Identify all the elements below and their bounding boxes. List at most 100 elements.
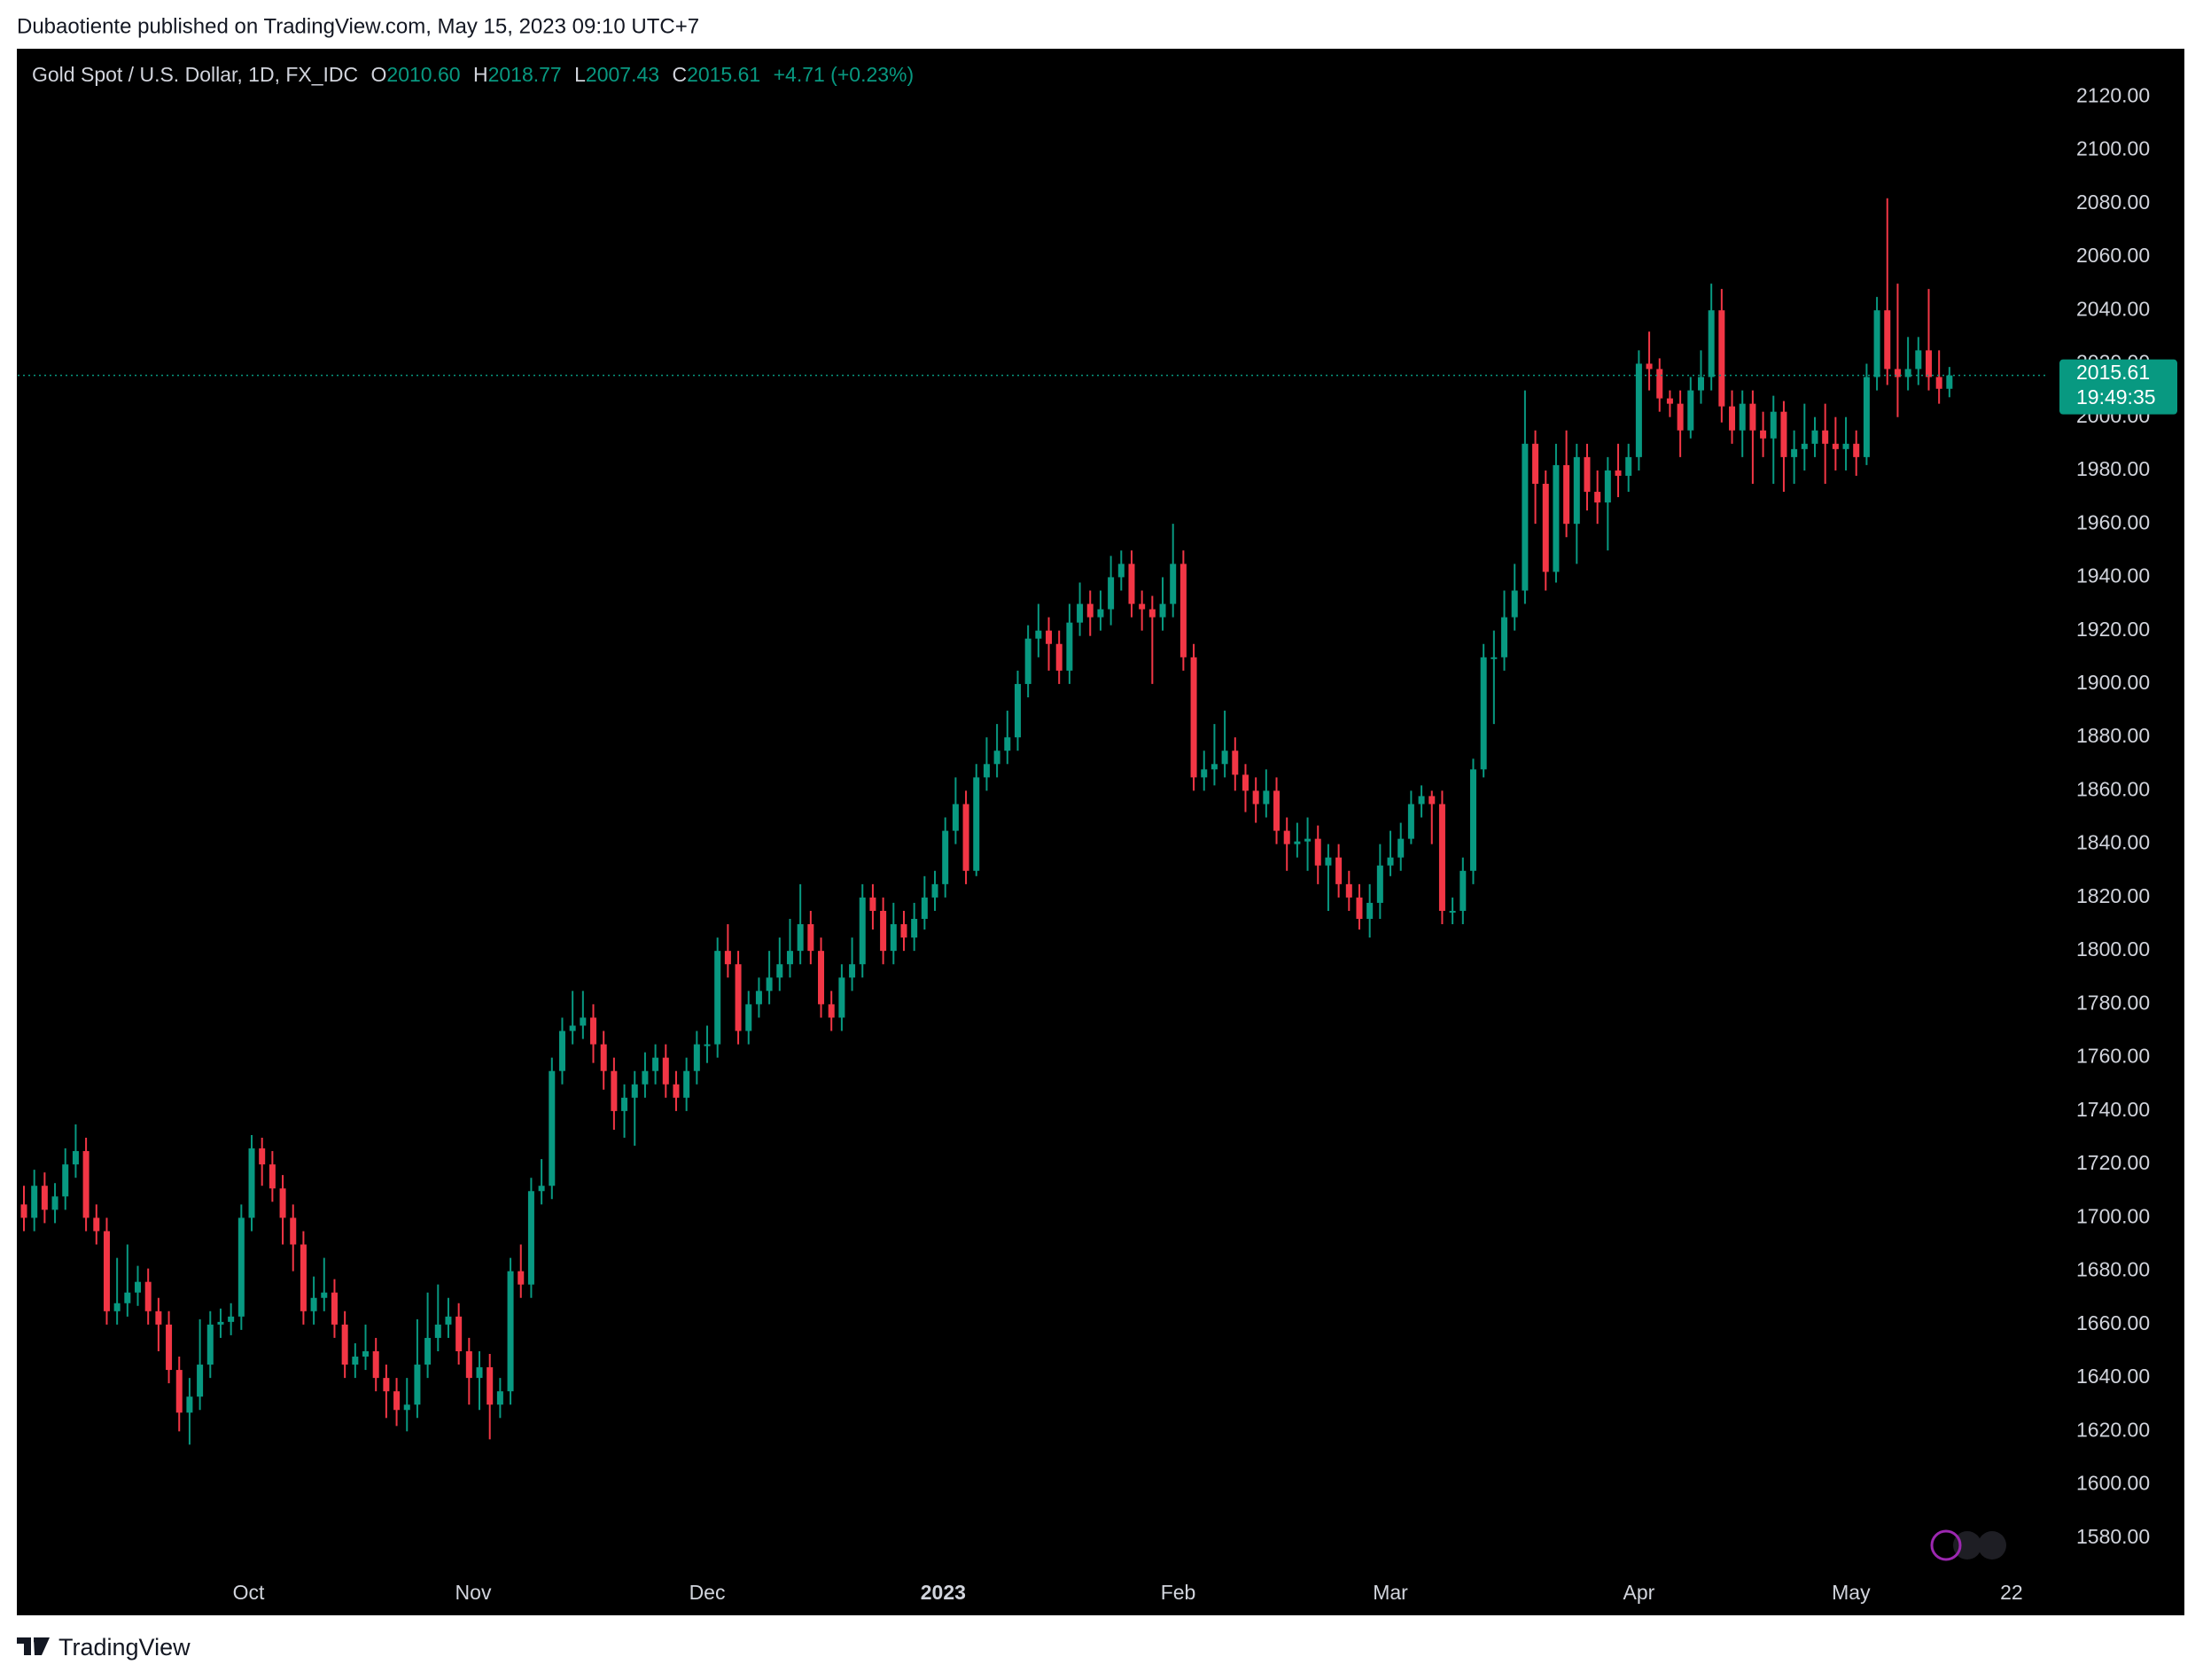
candle-body (1822, 430, 1829, 444)
candle-body (1263, 790, 1270, 805)
candle-body (103, 1231, 110, 1311)
y-tick-label: 1740.00 (2076, 1098, 2150, 1121)
candle-body (1863, 377, 1870, 457)
candle-body (931, 883, 938, 898)
candle-body (1055, 643, 1063, 671)
y-tick-label: 1880.00 (2076, 724, 2150, 747)
candle-body (1894, 369, 1901, 377)
candle-body (849, 964, 856, 978)
candle-body (1139, 603, 1146, 610)
candle-body (1242, 774, 1249, 791)
candle-body (549, 1070, 556, 1186)
candle-body (1148, 609, 1156, 618)
candle-body (507, 1271, 514, 1392)
x-tick-label: Oct (233, 1581, 265, 1604)
candle-body (269, 1164, 276, 1189)
x-tick-label: Apr (1623, 1581, 1654, 1604)
y-tick-label: 1960.00 (2076, 510, 2150, 533)
x-tick-label: May (1832, 1581, 1871, 1604)
candle-body (1729, 406, 1736, 431)
candle-body (704, 1044, 711, 1046)
candle-body (248, 1148, 255, 1218)
y-tick-label: 1680.00 (2076, 1258, 2150, 1281)
candle-body (403, 1404, 410, 1411)
candle-body (1718, 310, 1725, 407)
candle-body (1646, 363, 1653, 369)
candle-body (1418, 796, 1425, 805)
candle-body (1046, 630, 1053, 644)
candle-body (1170, 564, 1177, 604)
publisher-line: Dubaotiente published on TradingView.com… (17, 14, 699, 38)
y-tick-label: 1780.00 (2076, 991, 2150, 1014)
candle-body (1356, 897, 1363, 920)
candle-body (1407, 804, 1414, 839)
candle-body (652, 1057, 659, 1071)
candle-body (962, 804, 969, 871)
candle-body (290, 1217, 297, 1245)
candle-body (1853, 443, 1860, 457)
close-label: C (672, 63, 687, 86)
candle-body (434, 1324, 441, 1338)
candle-body (558, 1031, 565, 1071)
candle-body (362, 1350, 370, 1357)
y-tick-label: 1600.00 (2076, 1472, 2150, 1495)
candle-body (155, 1311, 162, 1325)
candle-body (590, 1017, 597, 1045)
candle-body (41, 1186, 48, 1210)
candle-body (341, 1324, 348, 1365)
candle-body (1563, 464, 1570, 525)
candle-body (1739, 403, 1746, 431)
candle-body (745, 1004, 752, 1031)
candle-body (1232, 751, 1239, 775)
candle-body (1460, 870, 1467, 911)
candle-body (1687, 390, 1694, 431)
y-tick-label: 2060.00 (2076, 244, 2150, 267)
indicator-dot (1953, 1531, 1981, 1559)
candle-body (1791, 448, 1798, 457)
open-value: 2010.60 (386, 63, 460, 86)
candle-body (51, 1196, 58, 1210)
candle-body (1677, 403, 1684, 431)
candle-body (372, 1350, 379, 1379)
y-tick-label: 1700.00 (2076, 1204, 2150, 1227)
candle-body (1511, 590, 1518, 618)
candle-body (1179, 564, 1187, 657)
candle-body (1201, 769, 1208, 778)
candle-body (1252, 790, 1259, 805)
candle-body (1604, 470, 1611, 503)
candle-body (487, 1367, 494, 1405)
candle-body (662, 1057, 669, 1085)
candle-body (1480, 657, 1487, 770)
candle-body (890, 924, 897, 952)
candle-body (72, 1151, 79, 1165)
indicator-toggle[interactable] (1930, 1529, 2006, 1561)
candle-body (1925, 350, 1932, 377)
candle-body (942, 830, 949, 884)
candle-body (983, 764, 990, 778)
symbol-legend: Gold Spot / U.S. Dollar, 1D, FX_IDC O201… (32, 63, 914, 86)
candle-body (237, 1217, 245, 1317)
candle-body (828, 1004, 835, 1018)
candle-body (1294, 841, 1301, 844)
candle-body (1117, 564, 1125, 578)
chart-pane (17, 49, 2184, 1615)
candle-body (1428, 796, 1436, 805)
candle-body (1501, 617, 1508, 657)
candle-body (1666, 398, 1673, 404)
y-tick-label: 2040.00 (2076, 297, 2150, 320)
candle-body (869, 897, 876, 911)
candle-body (569, 1025, 576, 1031)
candle-body (1811, 430, 1818, 444)
candle-body (1760, 430, 1767, 439)
y-tick-label: 1720.00 (2076, 1151, 2150, 1174)
candle-body (1573, 456, 1580, 525)
candle-body (973, 777, 980, 871)
candle-body (766, 977, 773, 992)
candle-body (1449, 910, 1456, 913)
y-tick-label: 1860.00 (2076, 777, 2150, 800)
candle-body (1221, 751, 1228, 765)
candle-body (1884, 310, 1891, 369)
candle-body (383, 1378, 390, 1392)
candle-body (113, 1303, 121, 1311)
x-tick-label: Mar (1373, 1581, 1408, 1604)
